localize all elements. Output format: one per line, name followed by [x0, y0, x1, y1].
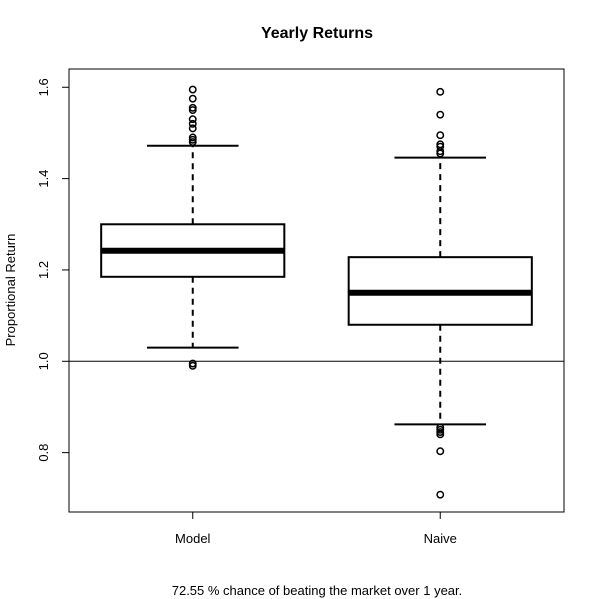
model-outlier: [188, 94, 197, 103]
plot-frame: [68, 68, 565, 513]
x-tick-label-naive: Naive: [424, 531, 457, 546]
model-outlier: [188, 119, 197, 128]
y-tick-label: 1.2: [36, 261, 51, 279]
naive-outlier: [436, 87, 445, 96]
y-tick-label: 1.4: [36, 170, 51, 188]
y-axis-label: Proportional Return: [3, 234, 18, 347]
chart-title: Yearly Returns: [261, 25, 373, 42]
model-outlier: [188, 359, 197, 368]
naive-outlier: [436, 490, 445, 499]
naive-outlier: [436, 447, 445, 456]
y-tick-label: 0.8: [36, 444, 51, 462]
naive-outlier: [436, 131, 445, 140]
model-outlier: [188, 124, 197, 133]
y-tick-label: 1.0: [36, 352, 51, 370]
naive-outlier: [436, 140, 445, 149]
x-tick-label-model: Model: [175, 531, 211, 546]
model-outlier: [188, 115, 197, 124]
model-outlier: [188, 85, 197, 94]
model-outlier: [188, 133, 197, 142]
chart-caption: 72.55 % chance of beating the market ove…: [172, 583, 463, 598]
y-tick-label: 1.6: [36, 78, 51, 96]
model-outlier: [188, 103, 197, 112]
naive-outlier: [436, 110, 445, 119]
naive-outlier: [436, 423, 445, 432]
